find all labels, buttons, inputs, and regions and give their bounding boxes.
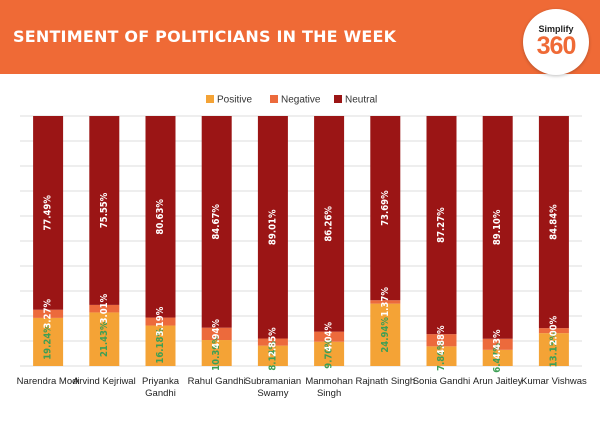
data-label-neutral: 80.63%	[155, 199, 166, 235]
data-label-positive: 10.39%	[211, 335, 222, 371]
bar-positive	[426, 346, 457, 366]
data-label-negative: 2.85%	[267, 327, 278, 357]
bar-neutral	[33, 116, 64, 310]
data-label-positive: 9.70%	[324, 339, 335, 369]
legend: Positive Negative Neutral	[206, 95, 377, 106]
data-label-neutral: 89.01%	[267, 209, 278, 245]
bar-positive	[370, 303, 401, 366]
x-tick-label: Singh	[317, 388, 341, 399]
bar-negative	[33, 309, 64, 318]
bar-neutral	[145, 116, 176, 318]
logo-text-top: Simplify	[538, 24, 574, 34]
brand-logo: Simplify 360	[523, 9, 589, 75]
bar-negative	[201, 327, 232, 341]
bar-neutral	[89, 116, 120, 305]
data-labels: 19.24%3.27% 77.49% 21.43%3.01% 75.55% 16.18%…	[43, 190, 560, 373]
data-label-negative: 3.27%	[43, 299, 54, 329]
data-label-neutral: 87.27%	[436, 207, 447, 243]
bar-positive	[482, 349, 513, 366]
data-label-positive: 13.15%	[548, 331, 559, 367]
x-tick-label: Gandhi	[145, 388, 176, 399]
data-label-positive: 6.47%	[492, 343, 503, 373]
data-label-negative: 3.01%	[99, 293, 110, 323]
bar-negative	[482, 338, 513, 350]
data-label-positive: 8.14%	[267, 341, 278, 371]
x-tick-label: Arvind Kejriwal	[73, 376, 136, 387]
data-label-neutral: 75.55%	[99, 192, 110, 228]
x-tick-label: Arun Jaitley	[473, 376, 523, 387]
bar-positive	[89, 312, 120, 366]
x-tick-label: Manmohan	[305, 376, 353, 387]
data-label-negative: 2.00%	[548, 315, 559, 345]
data-label-positive: 24.94%	[380, 317, 391, 353]
x-tick-label: Swamy	[257, 388, 288, 399]
data-label-neutral: 77.49%	[43, 195, 54, 231]
bar-negative	[426, 334, 457, 347]
bar-negative	[370, 300, 401, 304]
legend-label-negative: Negative	[281, 95, 321, 106]
data-label-negative: 4.88%	[436, 325, 447, 355]
x-tick-label: Priyanka	[142, 376, 180, 387]
bars	[33, 115, 569, 366]
data-label-neutral: 84.67%	[211, 204, 222, 240]
bar-neutral	[426, 115, 457, 335]
bar-positive	[201, 340, 232, 366]
x-tick-label: Rahul Gandhi	[188, 376, 246, 387]
data-label-neutral: 89.10%	[492, 209, 503, 245]
bar-negative	[257, 338, 288, 346]
bar-positive	[33, 317, 64, 366]
bar-negative	[145, 317, 176, 326]
legend-swatch-neutral	[334, 95, 342, 103]
x-tick-label: Kumar Vishwas	[521, 376, 587, 387]
bar-positive	[145, 325, 176, 366]
bar-negative	[538, 328, 569, 334]
bar-negative	[314, 331, 345, 342]
legend-label-positive: Positive	[217, 95, 252, 106]
data-label-negative: 4.94%	[211, 319, 222, 349]
bar-neutral	[314, 116, 345, 332]
logo-text-number: 360	[536, 32, 577, 60]
data-label-neutral: 86.26%	[324, 206, 335, 242]
bar-neutral	[257, 116, 288, 339]
legend-swatch-positive	[206, 95, 214, 103]
bar-neutral	[370, 116, 401, 301]
bar-neutral	[201, 116, 232, 328]
x-tick-label: Subramanian	[245, 376, 302, 387]
data-label-positive: 19.24%	[43, 324, 54, 360]
bar-neutral	[482, 116, 513, 339]
data-label-negative: 4.04%	[324, 321, 335, 351]
x-tick-label: Sonia Gandhi	[413, 376, 471, 387]
data-label-negative: 1.37%	[380, 287, 391, 317]
x-tick-label: Rajnath Singh	[355, 376, 415, 387]
data-label-negative: 3.19%	[155, 306, 166, 336]
legend-swatch-negative	[270, 95, 278, 103]
bar-positive	[257, 345, 288, 366]
header-bar: SENTIMENT OF POLITICIANS IN THE WEEK Sim…	[0, 0, 600, 75]
page-title: SENTIMENT OF POLITICIANS IN THE WEEK	[13, 27, 397, 46]
data-label-positive: 21.43%	[99, 321, 110, 357]
data-label-positive: 7.86%	[436, 341, 447, 371]
data-label-negative: 4.43%	[492, 329, 503, 359]
bar-negative	[89, 304, 120, 313]
x-tick-label: Narendra Modi	[17, 376, 80, 387]
bar-positive	[314, 341, 345, 366]
data-label-neutral: 73.69%	[380, 190, 391, 226]
legend-label-neutral: Neutral	[345, 95, 377, 106]
data-label-positive: 16.18%	[155, 328, 166, 364]
bar-neutral	[538, 116, 569, 329]
bar-positive	[538, 333, 569, 366]
data-label-neutral: 84.84%	[548, 204, 559, 240]
